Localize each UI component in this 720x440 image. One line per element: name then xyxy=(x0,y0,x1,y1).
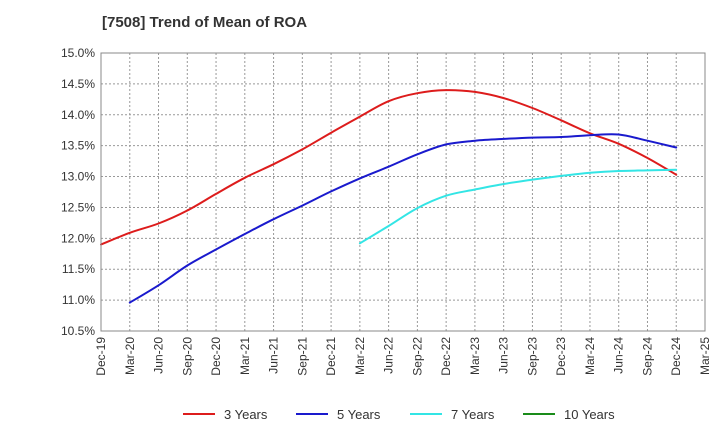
legend-label: 3 Years xyxy=(224,407,268,422)
x-tick-label: Sep-22 xyxy=(410,337,424,376)
y-tick-label: 11.5% xyxy=(62,262,95,276)
y-tick-label: 10.5% xyxy=(61,324,95,338)
y-tick-label: 14.5% xyxy=(61,77,95,91)
y-tick-label: 13.5% xyxy=(61,139,95,153)
x-tick-label: Dec-22 xyxy=(439,337,453,376)
x-tick-label: Dec-21 xyxy=(324,337,338,376)
legend-label: 5 Years xyxy=(337,407,381,422)
x-tick-label: Jun-20 xyxy=(152,337,166,374)
chart-title: [7508] Trend of Mean of ROA xyxy=(102,14,308,31)
legend-label: 10 Years xyxy=(564,407,615,422)
x-tick-label: Dec-19 xyxy=(94,337,108,376)
x-tick-label: Dec-24 xyxy=(669,337,683,376)
legend-label: 7 Years xyxy=(451,407,495,422)
x-tick-label: Mar-23 xyxy=(468,337,482,375)
x-tick-label: Jun-23 xyxy=(497,337,511,374)
y-tick-label: 13.0% xyxy=(61,170,95,184)
x-tick-label: Sep-24 xyxy=(640,337,654,376)
x-tick-label: Jun-24 xyxy=(612,337,626,374)
x-tick-label: Dec-23 xyxy=(554,337,568,376)
y-axis: 10.5% 11.0% 11.5% 12.0% 12.5% 13.0% 13.5% 14.0%… xyxy=(61,46,95,338)
y-tick-label: 15.0% xyxy=(61,46,95,60)
legend: 3 Years 5 Years 7 Years 10 Years xyxy=(183,407,615,422)
grid xyxy=(100,52,706,332)
x-tick-label: Mar-22 xyxy=(353,337,367,375)
x-tick-label: Mar-20 xyxy=(123,337,137,375)
y-tick-label: 11.0% xyxy=(62,293,95,307)
plot-frame xyxy=(100,52,706,332)
x-tick-label: Mar-25 xyxy=(698,337,712,375)
x-tick-label: Dec-20 xyxy=(209,337,223,376)
x-tick-label: Jun-21 xyxy=(267,337,281,374)
y-tick-label: 14.0% xyxy=(61,108,95,122)
series-line-5-years xyxy=(128,133,678,304)
x-tick-label: Sep-20 xyxy=(180,337,194,376)
x-tick-label: Jun-22 xyxy=(382,337,396,374)
series-line-7-years xyxy=(358,168,678,245)
x-tick-label: Mar-21 xyxy=(238,337,252,375)
y-tick-label: 12.0% xyxy=(61,231,95,245)
series-lines xyxy=(100,89,678,304)
y-tick-label: 12.5% xyxy=(61,200,95,214)
x-tick-label: Sep-23 xyxy=(525,337,539,376)
x-tick-label: Sep-21 xyxy=(295,337,309,376)
x-tick-label: Mar-24 xyxy=(583,337,597,375)
x-axis: Dec-19 Mar-20 Jun-20 Sep-20 Dec-20 Mar-21 Jun-… xyxy=(94,337,712,376)
series-line-3-years xyxy=(100,89,678,246)
